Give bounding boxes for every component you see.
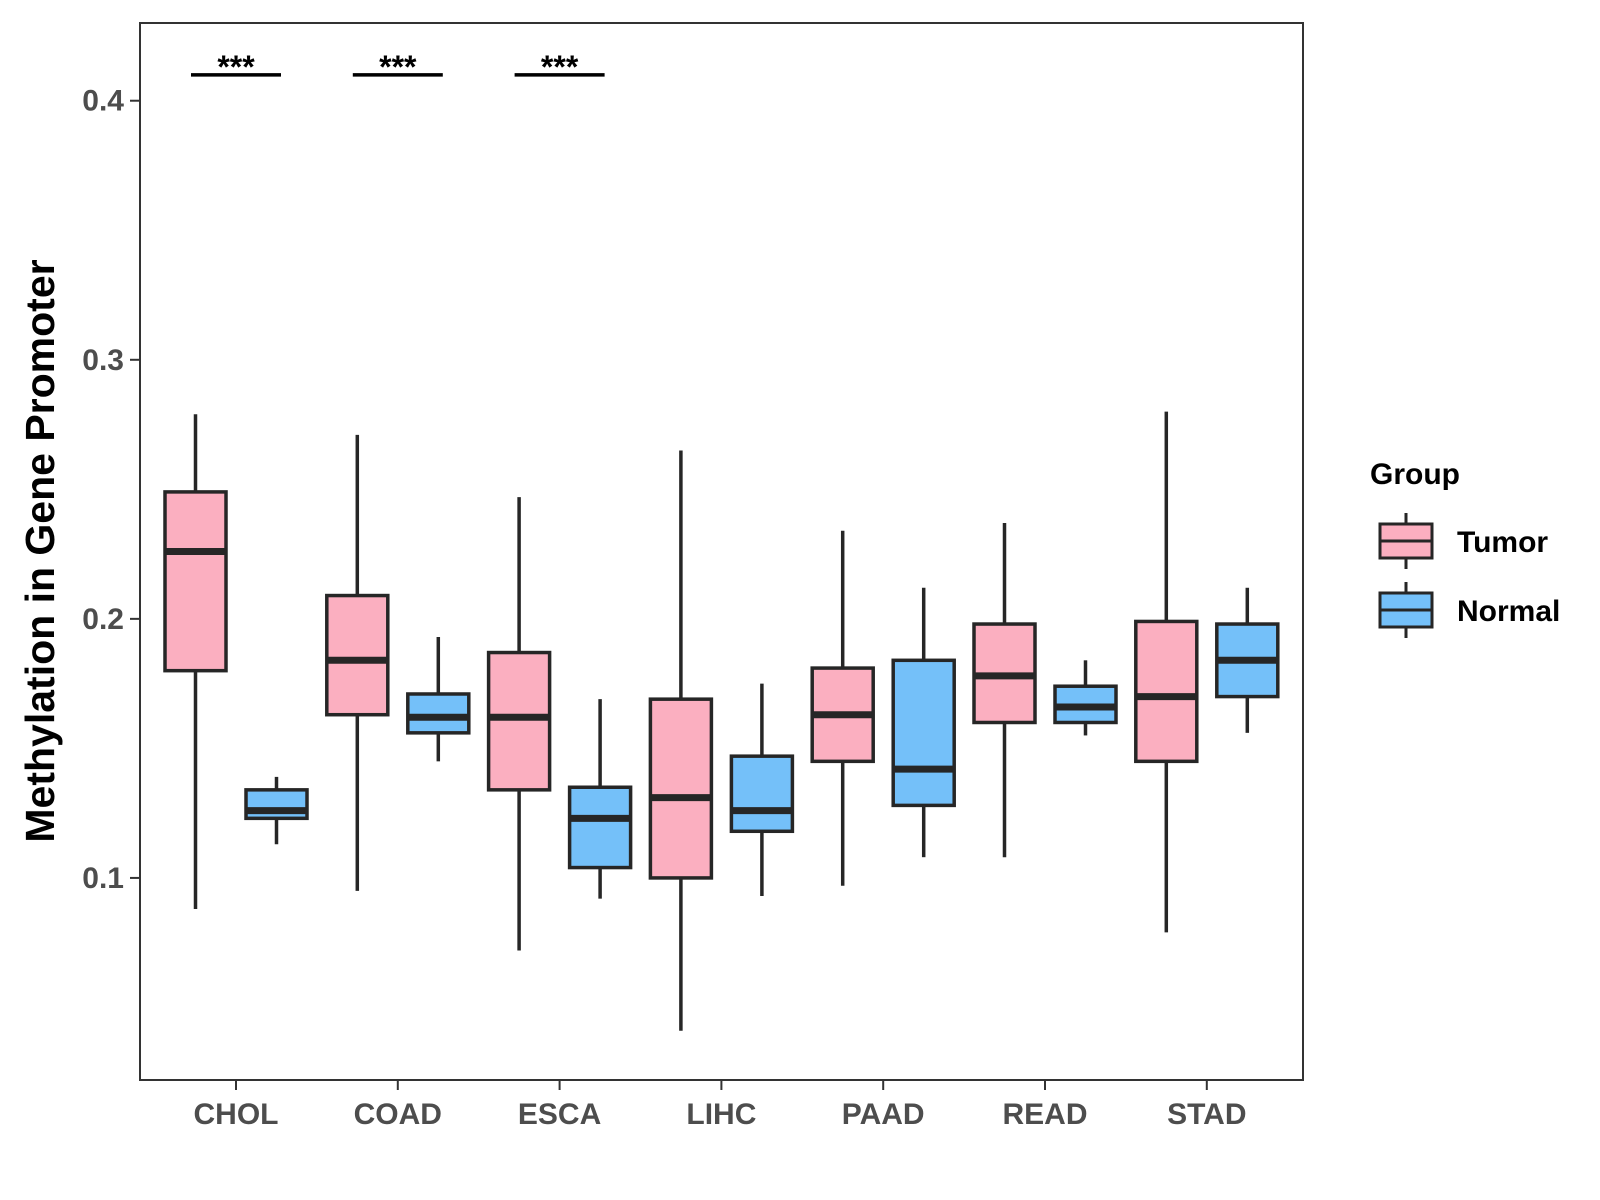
normal-esca-box — [567, 785, 633, 870]
x-tick-label-chol: CHOL — [194, 1098, 279, 1131]
significance-annotations: *** *** *** — [191, 49, 605, 85]
tumor-esca-box — [486, 650, 552, 792]
significance-label-coad: *** — [379, 49, 417, 85]
whiskers — [193, 411, 1250, 1031]
significance-label-chol: *** — [217, 49, 255, 85]
normal-lihc-box — [729, 754, 795, 834]
y-tick-label: 0.1 — [82, 862, 124, 895]
tumor-chol-box — [163, 490, 228, 673]
boxes — [163, 490, 1280, 880]
x-tick-label-stad: STAD — [1167, 1098, 1246, 1131]
legend-label-normal: Normal — [1457, 595, 1560, 628]
y-tick-label: 0.4 — [82, 85, 124, 118]
legend-label-tumor: Tumor — [1457, 526, 1548, 559]
significance-label-esca: *** — [541, 49, 579, 85]
legend: Group Tumor Normal — [1370, 458, 1560, 638]
y-axis: 0.1 0.2 0.3 0.4 — [82, 85, 140, 895]
normal-paad-box — [891, 658, 956, 808]
y-tick-label: 0.3 — [82, 344, 124, 377]
x-axis: CHOL COAD ESCA LIHC PAAD READ STAD — [194, 1080, 1247, 1131]
tumor-stad-box — [1134, 619, 1199, 764]
tumor-lihc-box — [648, 697, 714, 880]
tumor-coad-box — [325, 593, 390, 717]
x-tick-label-paad: PAAD — [842, 1098, 925, 1131]
x-tick-label-esca: ESCA — [518, 1098, 601, 1131]
legend-title: Group — [1370, 458, 1460, 491]
plot-background — [140, 23, 1303, 1080]
normal-coad-box — [406, 692, 471, 735]
y-axis-title: Methylation in Gene Promoter — [17, 259, 63, 842]
x-tick-label-read: READ — [1002, 1098, 1087, 1131]
x-tick-label-lihc: LIHC — [686, 1098, 756, 1131]
y-tick-label: 0.2 — [82, 603, 124, 636]
x-tick-label-coad: COAD — [354, 1098, 442, 1131]
